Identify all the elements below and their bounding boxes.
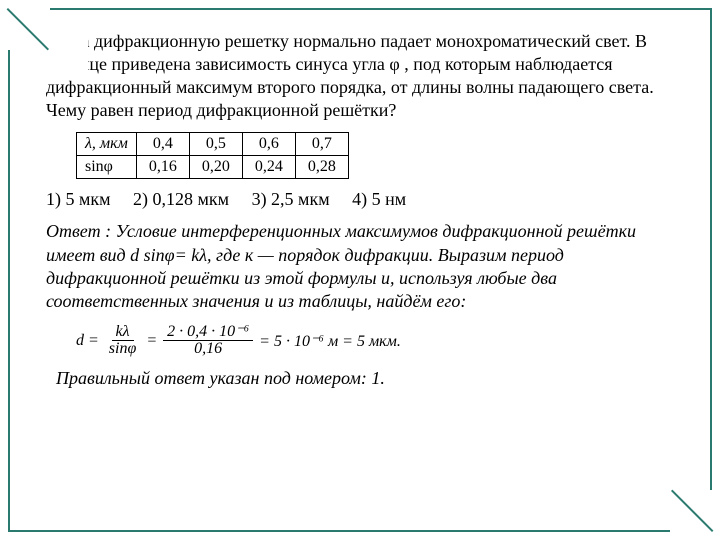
row-header-sin: sinφ	[77, 156, 137, 179]
option-1: 1) 5 мкм	[46, 189, 111, 209]
corner-decoration-tl	[8, 8, 50, 50]
table-cell: 0,24	[242, 156, 295, 179]
fraction-2-den: 0,16	[190, 341, 226, 358]
table-cell: 0,28	[295, 156, 348, 179]
fraction-1-num: kλ	[112, 324, 134, 342]
table-cell: 0,5	[189, 133, 242, 156]
fraction-2: 2 · 0,4 · 10⁻⁶ 0,16	[163, 324, 253, 359]
answer-label: Ответ :	[46, 221, 116, 241]
table-row: λ, мкм 0,4 0,5 0,6 0,7	[77, 133, 349, 156]
content-frame: 15.На дифракционную решетку нормально па…	[8, 8, 712, 532]
fraction-1: kλ sinφ	[105, 324, 141, 359]
table-cell: 0,7	[295, 133, 348, 156]
formula: d = kλ sinφ = 2 · 0,4 · 10⁻⁶ 0,16 = 5 · …	[76, 324, 674, 359]
problem-body: На дифракционную решетку нормально падае…	[46, 31, 654, 120]
conclusion: Правильный ответ указан под номером: 1.	[56, 368, 674, 389]
option-3: 3) 2,5 мкм	[252, 189, 330, 209]
fraction-2-num: 2 · 0,4 · 10⁻⁶	[163, 324, 253, 342]
table-cell: 0,20	[189, 156, 242, 179]
table-cell: 0,4	[136, 133, 189, 156]
data-table: λ, мкм 0,4 0,5 0,6 0,7 sinφ 0,16 0,20 0,…	[76, 132, 349, 179]
corner-decoration-br	[670, 490, 712, 532]
table-cell: 0,16	[136, 156, 189, 179]
solution-text: Ответ : Условие интерференционных максим…	[46, 220, 674, 314]
row-header-sin-text: sinφ	[85, 158, 113, 175]
row-header-lambda: λ, мкм	[77, 133, 137, 156]
table-cell: 0,6	[242, 133, 295, 156]
answer-body: Условие интерференционных максимумов диф…	[46, 221, 636, 311]
option-2: 2) 0,128 мкм	[133, 189, 229, 209]
option-4: 4) 5 нм	[352, 189, 406, 209]
problem-text: 15.На дифракционную решетку нормально па…	[46, 30, 674, 122]
formula-rhs: = 5 · 10⁻⁶ м = 5 мкм.	[259, 331, 401, 351]
table-row: sinφ 0,16 0,20 0,24 0,28	[77, 156, 349, 179]
answer-options: 1) 5 мкм 2) 0,128 мкм 3) 2,5 мкм 4) 5 нм	[46, 189, 674, 210]
equals-1: =	[146, 332, 157, 350]
fraction-1-den: sinφ	[105, 341, 141, 358]
row-header-lambda-text: λ, мкм	[85, 135, 128, 152]
formula-lhs: d =	[76, 332, 99, 350]
